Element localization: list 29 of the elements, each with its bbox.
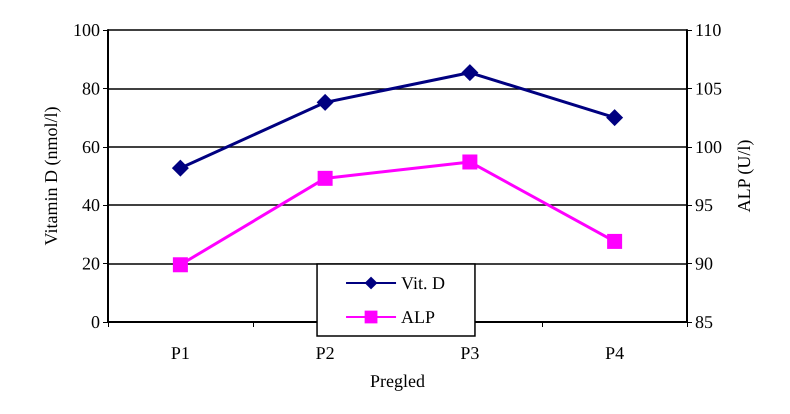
point <box>606 109 624 126</box>
y-tick-label: 20 <box>82 254 100 274</box>
y-tick-label: 0 <box>91 312 100 332</box>
y2-tick-label: 110 <box>695 20 722 40</box>
legend-label: ALP <box>401 307 436 327</box>
y2-tick-label: 85 <box>695 312 713 332</box>
y2-tick-label: 100 <box>695 136 722 157</box>
x-tick-label: P3 <box>460 343 480 363</box>
y-axis-title: Vitamin D (nmol/l) <box>41 106 61 246</box>
x-axis-title: Pregled <box>370 371 425 391</box>
y2-tick-label: 95 <box>695 195 713 216</box>
point <box>172 257 188 272</box>
y-tick-label: 100 <box>73 20 100 40</box>
y-tick-label: 60 <box>82 136 100 157</box>
point <box>318 170 333 186</box>
y-tick-label: 40 <box>82 195 100 216</box>
point <box>607 234 622 249</box>
point <box>316 94 334 111</box>
legend-label: Vit. D <box>401 273 445 293</box>
y2-tick-label: 105 <box>695 78 722 98</box>
y2-axis-title: ALP (U/l) <box>734 140 754 212</box>
point <box>461 64 478 82</box>
y2-tick-label: 90 <box>695 254 713 274</box>
y-tick-label: 80 <box>82 78 100 98</box>
point <box>462 154 478 170</box>
x-tick-label: P1 <box>170 343 190 363</box>
point <box>172 160 189 177</box>
x-tick-label: P4 <box>605 343 624 363</box>
x-tick-label: P2 <box>316 343 335 363</box>
